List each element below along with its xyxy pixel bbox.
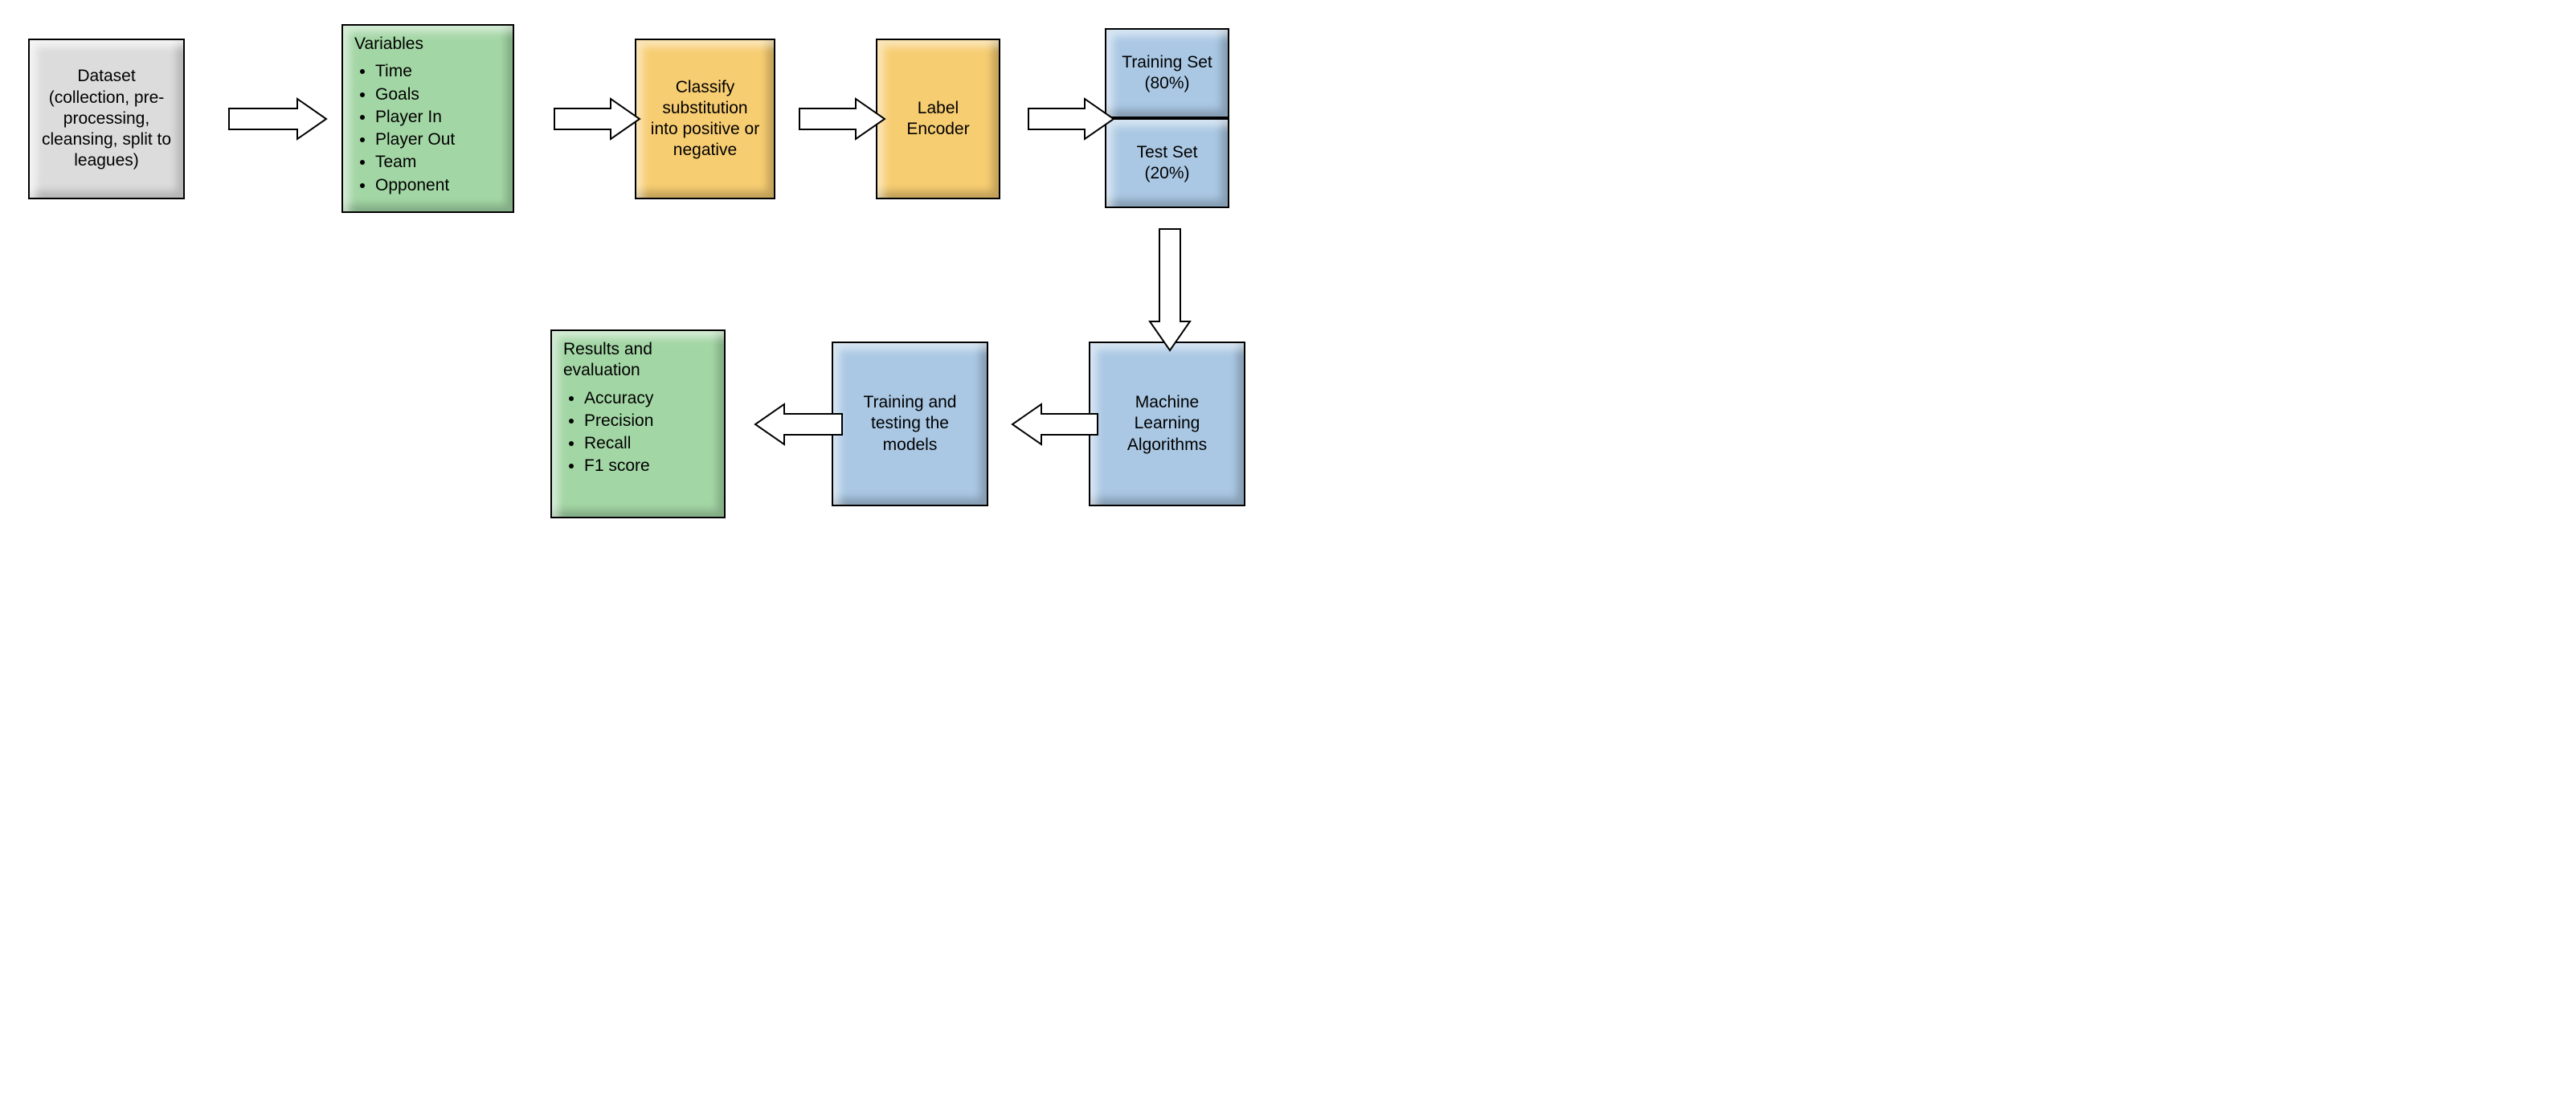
list-item: F1 score — [584, 456, 653, 477]
node-train-test-models-text: Training and testing the models — [844, 392, 975, 456]
node-test-set-text: Test Set (20%) — [1118, 142, 1216, 185]
arrow-right-icon — [229, 95, 326, 143]
arrow-right-icon — [799, 95, 885, 143]
list-item: Opponent — [375, 175, 455, 196]
node-dataset-text: Dataset (collection, pre-processing, cle… — [41, 66, 172, 171]
arrow-right-icon — [1028, 95, 1114, 143]
flowchart-canvas: Dataset (collection, pre-processing, cle… — [24, 24, 1310, 579]
arrow-right-icon — [554, 95, 640, 143]
list-item: Player In — [375, 107, 455, 128]
node-results-title: Results and evaluation — [563, 339, 713, 382]
node-dataset: Dataset (collection, pre-processing, cle… — [28, 39, 185, 199]
node-results-list: Accuracy Precision Recall F1 score — [563, 387, 653, 479]
node-ml-algorithms: Machine Learning Algorithms — [1089, 342, 1245, 506]
node-training-set: Training Set (80%) — [1105, 28, 1229, 118]
node-variables: Variables Time Goals Player In Player Ou… — [341, 24, 514, 213]
list-item: Recall — [584, 433, 653, 454]
node-variables-list: Time Goals Player In Player Out Team Opp… — [354, 59, 455, 198]
node-train-test-models: Training and testing the models — [832, 342, 988, 506]
list-item: Time — [375, 61, 455, 82]
node-classify: Classify substitution into positive or n… — [635, 39, 775, 199]
node-test-set: Test Set (20%) — [1105, 118, 1229, 208]
node-encoder-text: Label Encoder — [889, 98, 987, 141]
node-classify-text: Classify substitution into positive or n… — [648, 77, 763, 162]
arrow-left-icon — [1012, 400, 1098, 448]
node-training-set-text: Training Set (80%) — [1118, 52, 1216, 95]
list-item: Player Out — [375, 129, 455, 150]
node-variables-title: Variables — [354, 34, 423, 55]
list-item: Precision — [584, 411, 653, 432]
node-results: Results and evaluation Accuracy Precisio… — [550, 329, 726, 518]
list-item: Team — [375, 152, 455, 173]
arrow-left-icon — [755, 400, 842, 448]
node-ml-algorithms-text: Machine Learning Algorithms — [1102, 392, 1233, 456]
node-encoder: Label Encoder — [876, 39, 1000, 199]
arrow-down-icon — [1146, 229, 1194, 350]
list-item: Accuracy — [584, 388, 653, 409]
list-item: Goals — [375, 84, 455, 105]
